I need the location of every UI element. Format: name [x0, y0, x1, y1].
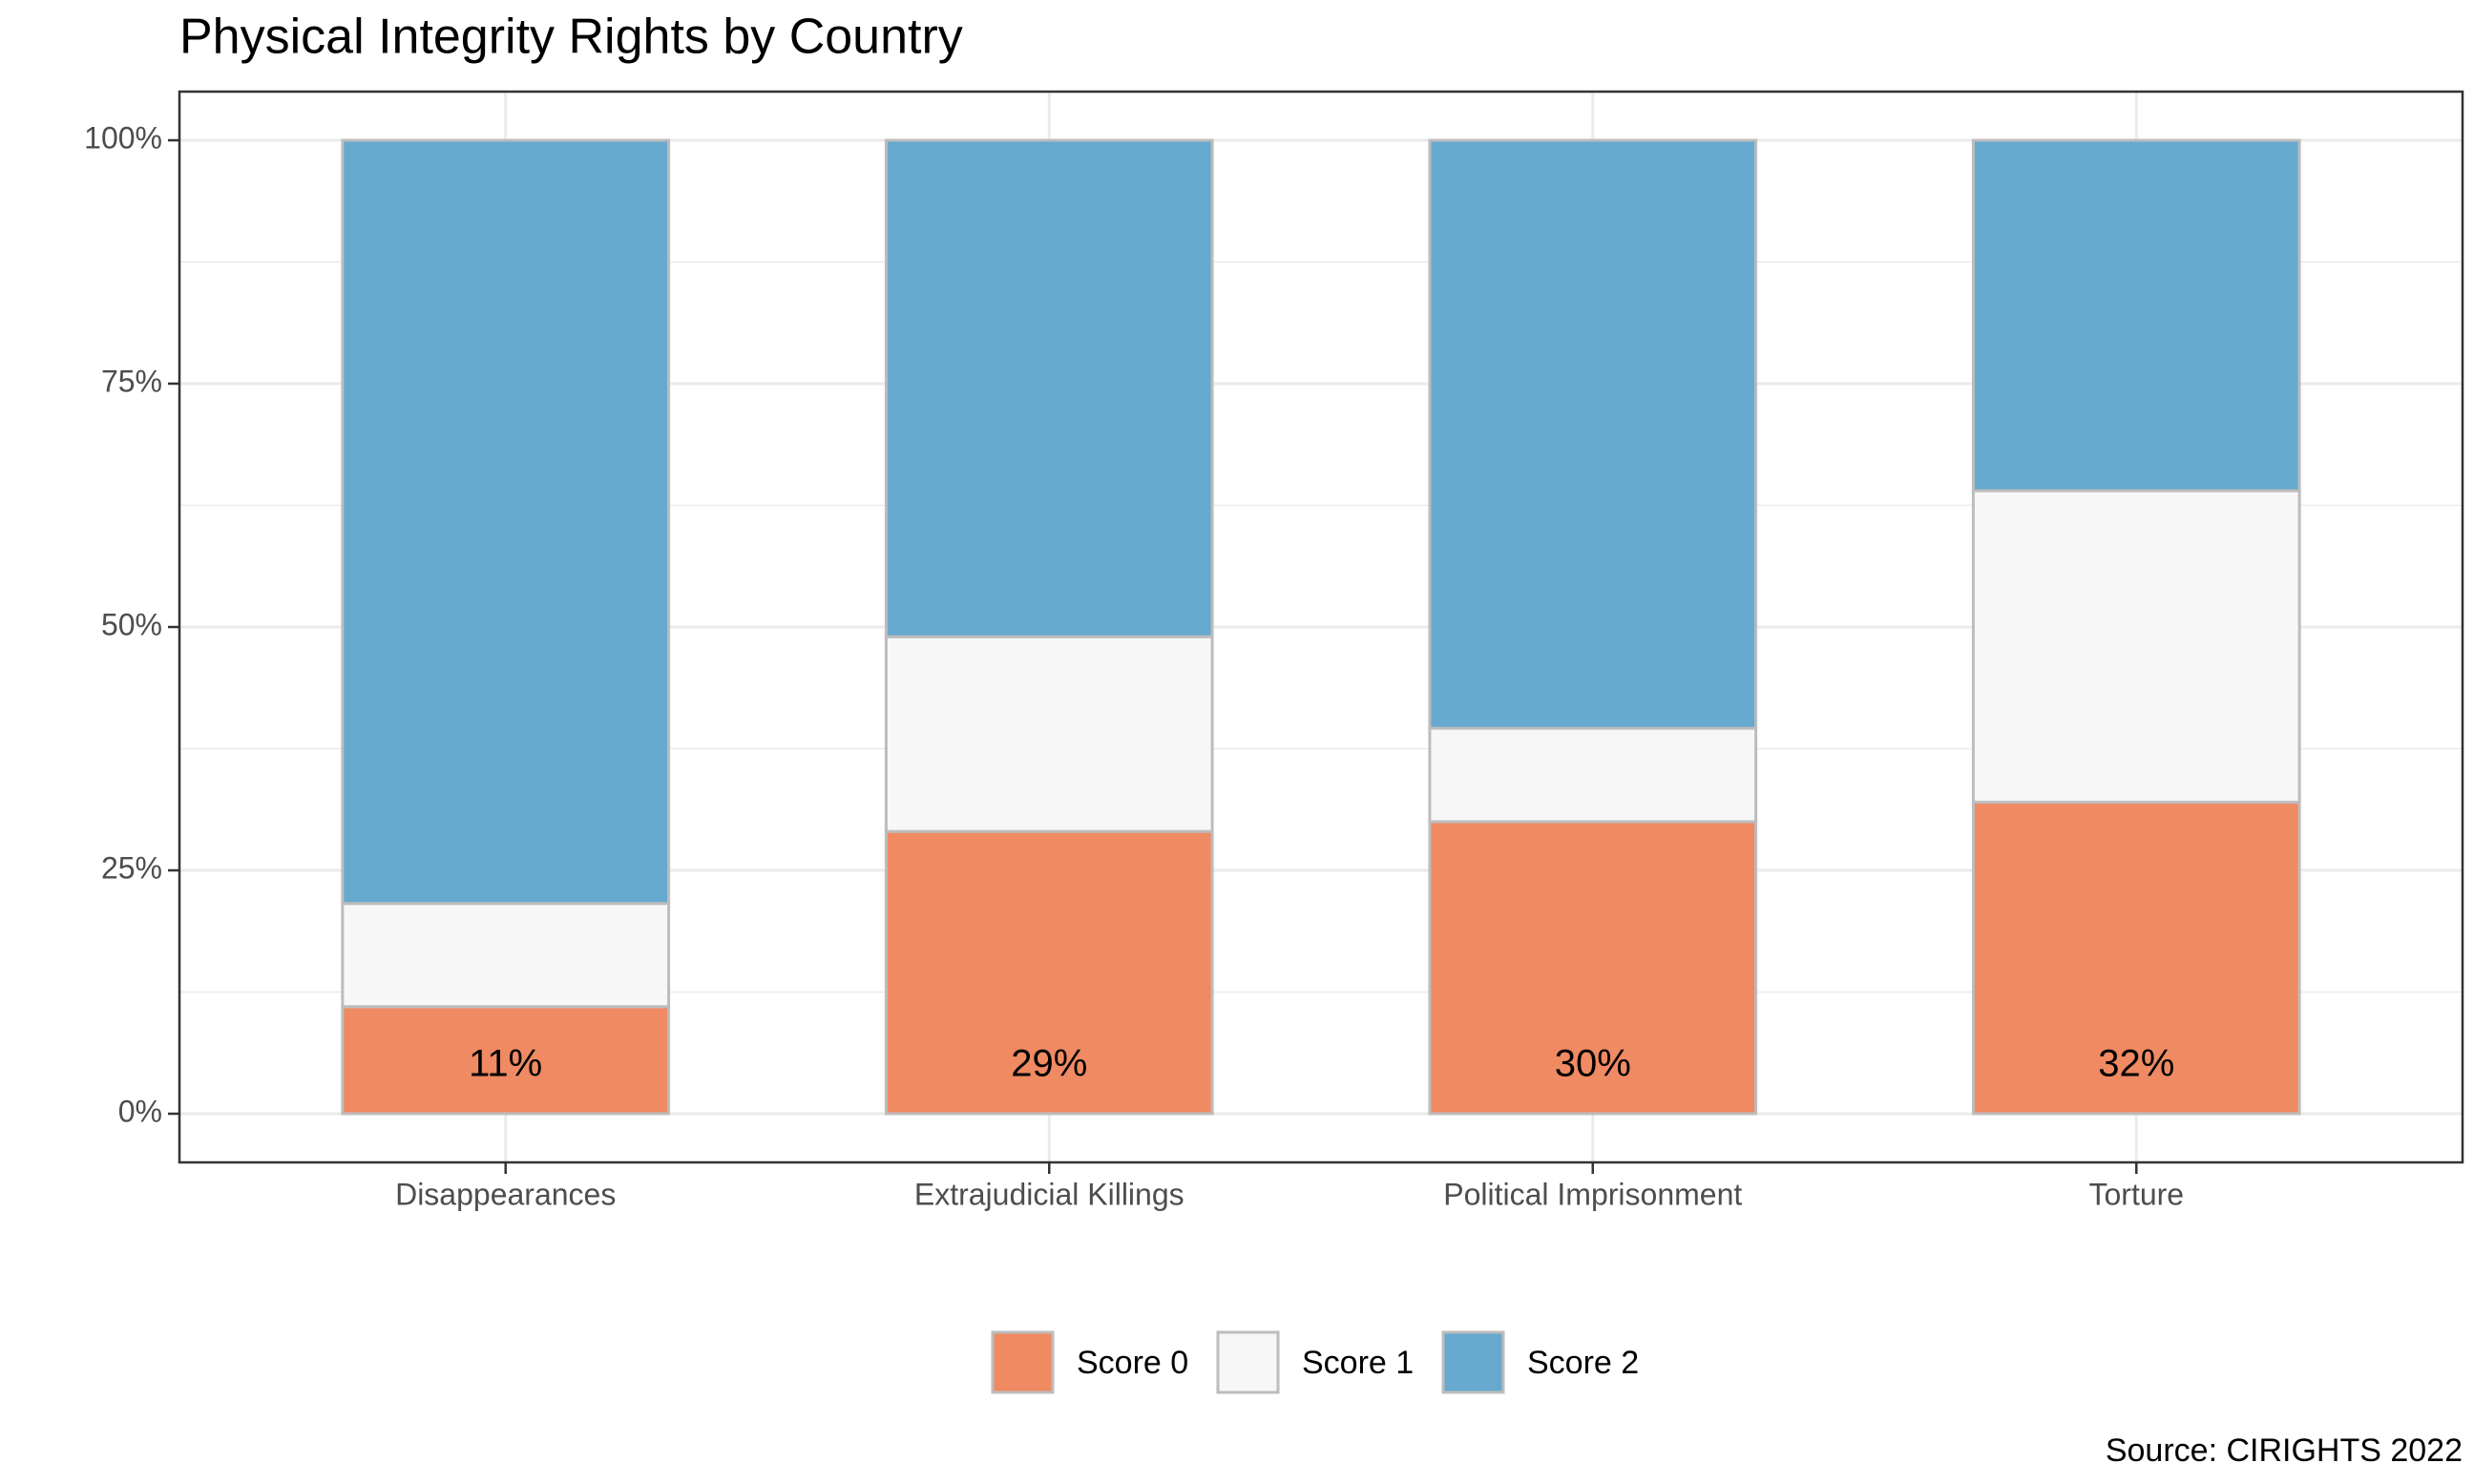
bar-segment — [341, 138, 671, 906]
legend-label: Score 0 — [1077, 1345, 1188, 1381]
x-tick-label: Disappearances — [395, 1177, 616, 1211]
bar-segment — [884, 829, 1214, 1116]
value-label: 30% — [1555, 1043, 1631, 1085]
legend-label: Score 1 — [1302, 1345, 1414, 1381]
bar-segment — [1428, 820, 1758, 1116]
bar-segment — [884, 138, 1214, 638]
bar-segment — [1971, 138, 2301, 492]
y-tick-label: 25% — [101, 850, 162, 885]
value-label: 11% — [469, 1043, 542, 1085]
bar-segment — [1971, 801, 2301, 1116]
legend-key — [991, 1330, 1055, 1394]
bar-segment — [1428, 138, 1758, 730]
bar-segment — [1428, 726, 1758, 824]
x-tick-label: Extrajudicial Killings — [914, 1177, 1185, 1211]
bar-segment — [884, 635, 1214, 833]
bar-segment — [1971, 489, 2301, 805]
chart-title: Physical Integrity Rights by Country — [179, 10, 963, 65]
bar-segment — [341, 1005, 671, 1116]
bar-segment — [341, 902, 671, 1009]
y-tick-label: 0% — [118, 1094, 162, 1128]
value-label: 29% — [1011, 1043, 1087, 1085]
y-tick-label: 50% — [101, 607, 162, 641]
legend-key — [1441, 1330, 1505, 1394]
value-label: 32% — [2098, 1043, 2174, 1085]
legend-key — [1216, 1330, 1280, 1394]
plot-border — [178, 90, 2464, 1164]
y-tick-label: 75% — [101, 364, 162, 398]
x-tick-label: Political Imprisonment — [1443, 1177, 1742, 1211]
legend-label: Score 2 — [1527, 1345, 1639, 1381]
y-tick-label: 100% — [84, 120, 162, 155]
caption: Source: CIRIGHTS 2022 — [2106, 1432, 2463, 1469]
x-tick-label: Torture — [2088, 1177, 2184, 1211]
